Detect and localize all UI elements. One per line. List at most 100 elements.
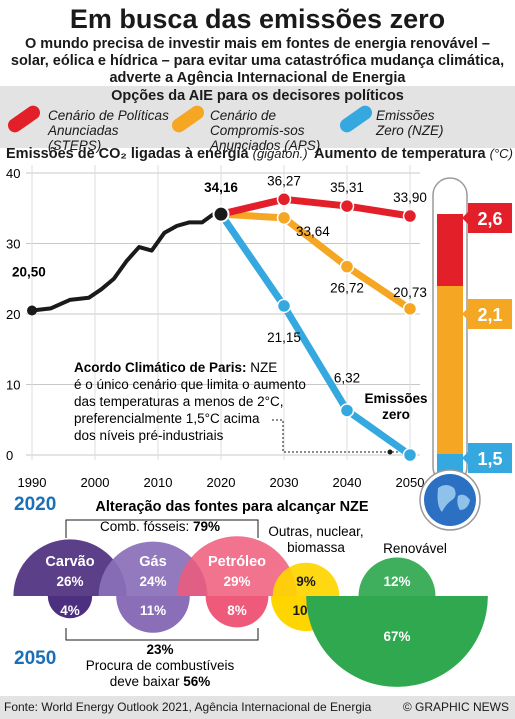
semicircle-2050-petróleo xyxy=(205,596,269,628)
series-value-label: 33,90 xyxy=(393,190,427,205)
series-value-label: 21,15 xyxy=(267,330,301,345)
annotation-line: dos níveis pré-industriais xyxy=(74,428,224,443)
x-tick-label: 1990 xyxy=(18,475,47,490)
series-point-aps xyxy=(339,259,355,274)
annotation-leader-dot xyxy=(387,449,393,455)
temperature-tag-arrow xyxy=(462,308,468,320)
value-2050: 11% xyxy=(140,603,166,618)
page-subtitle: O mundo precisa de investir mais em font… xyxy=(10,36,505,86)
temperature-heading: Aumento de temperatura (°C) xyxy=(314,146,513,162)
series-value-label: 26,72 xyxy=(330,281,364,296)
series-value-label: 20,73 xyxy=(393,285,427,300)
fossil-total-2050: 23% xyxy=(146,642,173,657)
value-2020: 9% xyxy=(296,574,316,589)
demand-note-2: deve baixar 56% xyxy=(110,674,211,689)
x-tick-label: 2000 xyxy=(81,475,110,490)
history-start-point xyxy=(27,305,37,316)
annotation-line: preferencialmente 1,5°C acima xyxy=(74,411,260,426)
y-tick-label: 20 xyxy=(6,307,20,322)
semicircle-2050-gás xyxy=(116,596,190,633)
semicircle-2050-carvão xyxy=(47,596,93,619)
x-tick-label: 2020 xyxy=(207,475,236,490)
value-2020: 26% xyxy=(56,574,83,589)
y-tick-label: 40 xyxy=(6,166,20,181)
legend-label-aps: Cenário de Compromis-sos Anunciados (APS… xyxy=(210,108,321,153)
source-note: Fonte: World Energy Outlook 2021, Agênci… xyxy=(4,700,372,714)
series-point-steps xyxy=(276,192,292,207)
history-start-label: 20,50 xyxy=(12,264,46,279)
value-2050: 8% xyxy=(227,603,247,618)
header-background xyxy=(0,0,515,92)
x-tick-label: 2050 xyxy=(396,475,425,490)
annotation-title: Acordo Climático de Paris: NZE xyxy=(74,360,277,375)
series-value-label: 35,31 xyxy=(330,180,364,195)
y-tick-label: 30 xyxy=(6,237,20,252)
y-tick-label: 0 xyxy=(6,448,13,463)
semicircle-2050-renovável xyxy=(306,596,488,687)
history-line xyxy=(31,211,222,313)
category-label: Carvão xyxy=(45,554,94,570)
history-end-point xyxy=(212,205,230,223)
year-label-2020: 2020 xyxy=(14,494,56,515)
globe-land-icon xyxy=(437,485,470,512)
series-point-aps xyxy=(276,210,292,226)
temperature-tag-arrow xyxy=(462,212,468,224)
value-2020: 24% xyxy=(139,574,166,589)
category-label: Gás xyxy=(139,554,166,570)
thermometer-segment-aps xyxy=(437,286,463,454)
value-2050: 67% xyxy=(383,629,410,644)
category-label: Renovável xyxy=(383,541,447,556)
temperature-tag-arrow xyxy=(462,452,468,464)
series-line-steps xyxy=(220,195,411,220)
temperature-tag-steps xyxy=(468,203,512,233)
series-point-steps xyxy=(339,198,355,214)
temperature-tag-aps xyxy=(468,299,512,329)
fossil-total-2020: Comb. fósseis: 79% xyxy=(100,519,220,534)
series-point-nze xyxy=(402,447,418,463)
series-value-label: 33,64 xyxy=(296,224,330,239)
series-point-steps xyxy=(402,208,418,224)
options-title: Opções da AIE para os decisores político… xyxy=(111,88,404,104)
series-point-nze xyxy=(276,298,292,314)
semicircle-2020-carvão xyxy=(13,539,127,596)
series-line-aps xyxy=(220,210,412,312)
series-line-nze xyxy=(218,212,413,458)
legend-label-steps: Cenário de Políticas Anunciadas (STEPS) xyxy=(48,108,169,153)
mix-title: Alteração das fontes para alcançar NZE xyxy=(95,499,369,515)
page-title: Em busca das emissões zero xyxy=(69,4,446,34)
x-tick-label: 2030 xyxy=(270,475,299,490)
series-point-nze xyxy=(339,403,355,418)
value-2020: 29% xyxy=(223,574,250,589)
fossil-bracket-2020 xyxy=(65,519,259,538)
temperature-tag-nze xyxy=(468,443,512,473)
value-2020: 12% xyxy=(383,574,410,589)
category-label-line2: biomassa xyxy=(287,540,345,555)
series-value-label: 6,32 xyxy=(334,370,360,385)
footer-bar xyxy=(0,696,515,719)
temperature-value: 1,5 xyxy=(477,449,502,469)
zero-label-1: Emissões xyxy=(364,391,427,406)
annotation-line: é o único cenário que limita o aumento xyxy=(74,377,306,392)
temperature-value: 2,1 xyxy=(477,305,502,325)
temperature-value: 2,6 xyxy=(477,209,502,229)
series-value-label: 36,27 xyxy=(267,173,301,188)
semicircle-2020-renovável xyxy=(358,557,436,596)
thermometer-segment-steps xyxy=(437,214,463,286)
emissions-heading: Emissões de CO₂ ligadas à energia (gigat… xyxy=(6,146,308,162)
value-2050: 4% xyxy=(60,603,80,618)
options-panel xyxy=(0,86,515,148)
fossil-bracket-2050 xyxy=(65,628,259,641)
semicircle-2020-outras xyxy=(272,562,340,596)
series-value-label: 34,16 xyxy=(204,180,238,195)
semicircle-2020-petróleo xyxy=(177,536,297,596)
zero-label-2: zero xyxy=(382,407,410,422)
demand-note-1: Procura de combustíveis xyxy=(86,658,235,673)
x-tick-label: 2040 xyxy=(333,475,362,490)
series-point-aps xyxy=(402,301,418,317)
year-label-2050: 2050 xyxy=(14,648,56,669)
annotation-line: das temperaturas a menos de 2°C, xyxy=(74,394,284,409)
x-tick-label: 2010 xyxy=(144,475,173,490)
legend-label-nze: Emissões Zero (NZE) xyxy=(376,108,444,138)
annotation-leader xyxy=(272,419,400,453)
